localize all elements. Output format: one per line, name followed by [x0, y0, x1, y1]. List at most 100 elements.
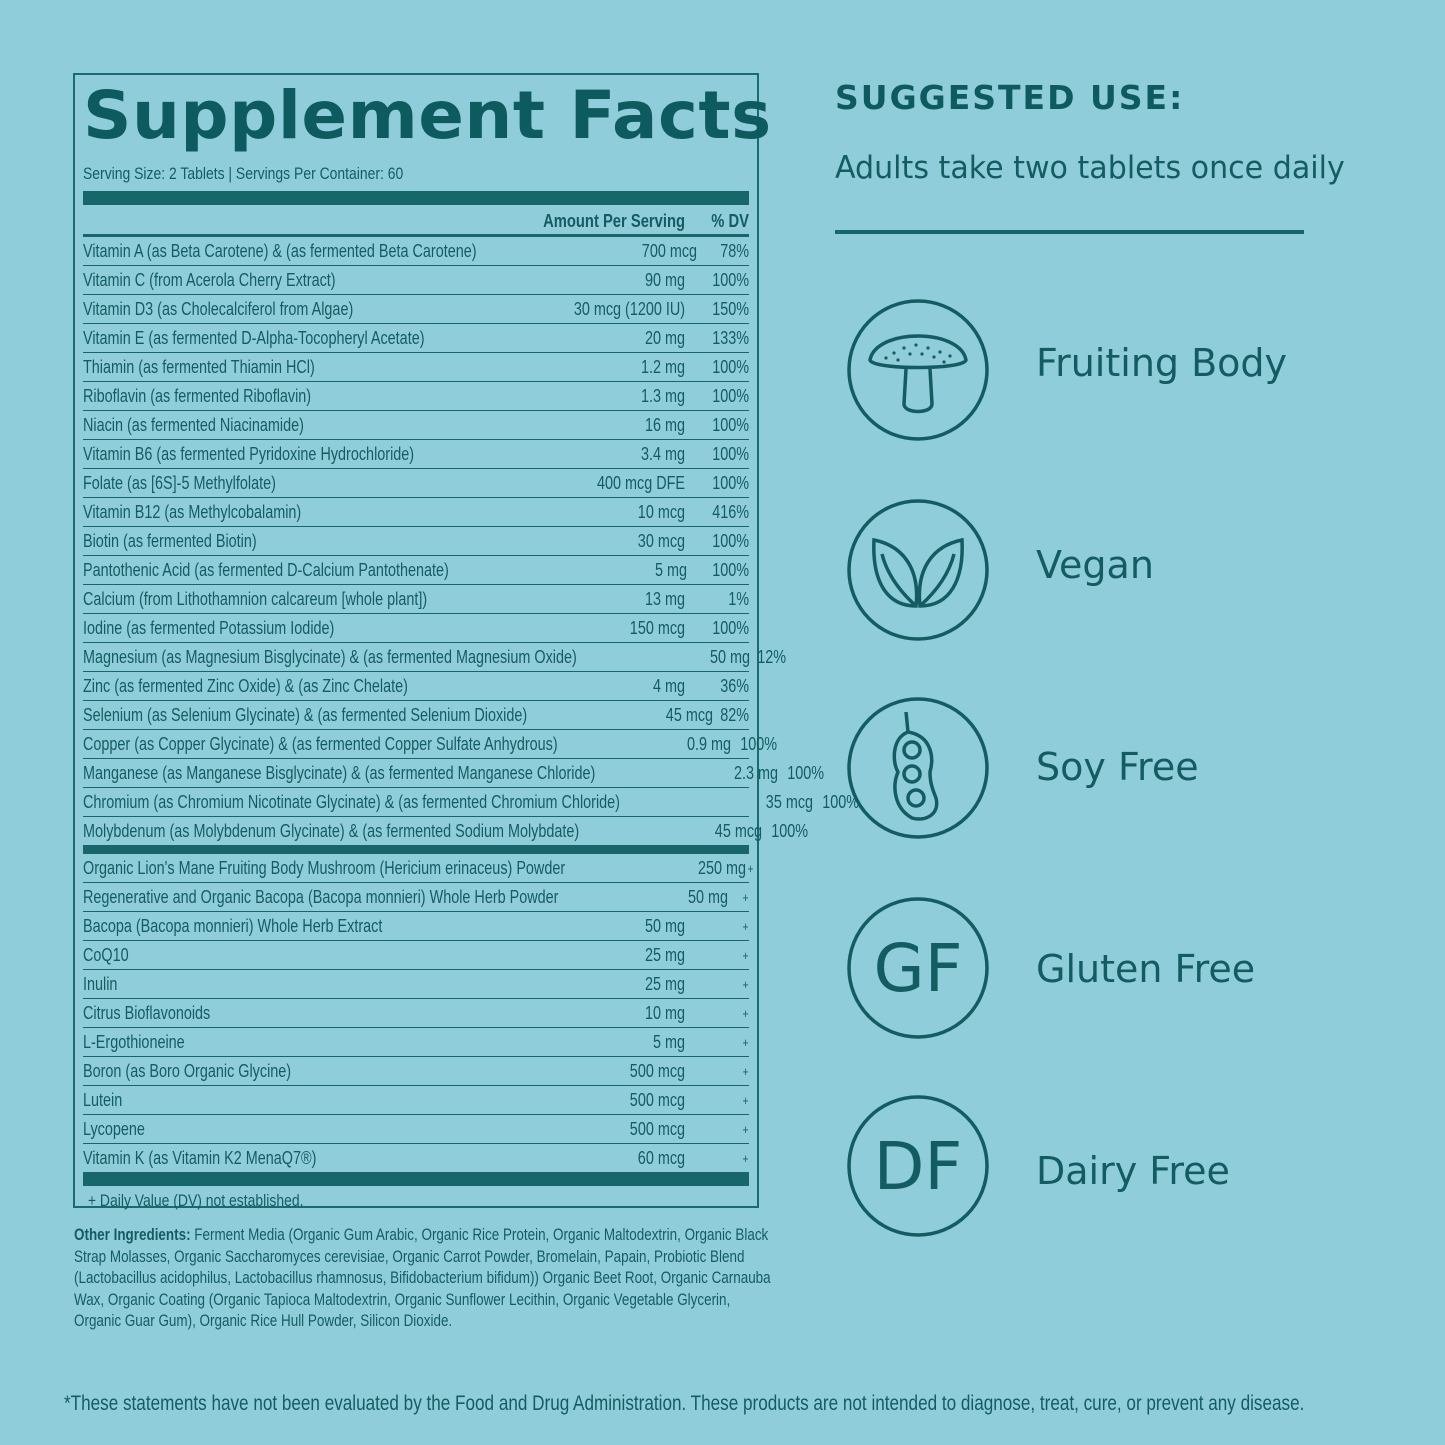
- nutrient-dv: 100%: [712, 415, 749, 435]
- serving-info: Serving Size: 2 Tablets | Servings Per C…: [83, 164, 404, 183]
- nutrient-name: Molybdenum (as Molybdenum Glycinate) & (…: [83, 821, 580, 841]
- nutrient-name: Lycopene: [83, 1119, 145, 1139]
- nutrient-dv: 100%: [712, 560, 749, 580]
- supplement-facts-panel: Supplement Facts Serving Size: 2 Tablets…: [73, 73, 859, 1210]
- df-glyph: DF: [874, 1128, 963, 1205]
- facts-row: Inulin 25 mg +: [83, 970, 749, 999]
- nutrient-dv: +: [742, 1093, 749, 1108]
- nutrient-name: Organic Lion's Mane Fruiting Body Mushro…: [83, 858, 566, 878]
- nutrient-name: Biotin (as fermented Biotin): [83, 531, 257, 551]
- nutrient-name: Copper (as Copper Glycinate) & (as ferme…: [83, 734, 558, 754]
- nutrient-name: Bacopa (Bacopa monnieri) Whole Herb Extr…: [83, 916, 383, 936]
- facts-row: Magnesium (as Magnesium Bisglycinate) & …: [83, 643, 786, 672]
- nutrient-amount: 2.3 mg: [734, 763, 779, 783]
- other-ingredients-label: Other Ingredients:: [74, 1226, 191, 1244]
- nutrient-amount: 10 mg: [644, 1003, 685, 1023]
- facts-row: Lycopene 500 mcg +: [83, 1115, 749, 1144]
- badge-label: Dairy Free: [1036, 1149, 1230, 1193]
- nutrient-name: Vitamin D3 (as Cholecalciferol from Alga…: [83, 299, 354, 319]
- nutrient-name: L-Ergothioneine: [83, 1032, 185, 1052]
- badge-label: Fruiting Body: [1036, 341, 1288, 385]
- facts-row: Regenerative and Organic Bacopa (Bacopa …: [83, 883, 749, 912]
- facts-row: Organic Lion's Mane Fruiting Body Mushro…: [83, 854, 753, 883]
- nutrient-dv: +: [742, 1151, 749, 1166]
- nutrient-dv: 100%: [771, 821, 809, 841]
- nutrient-amount: 500 mcg: [629, 1061, 685, 1081]
- nutrient-amount: 1.3 mg: [640, 386, 685, 406]
- facts-row: Vitamin B6 (as fermented Pyridoxine Hydr…: [83, 440, 749, 469]
- fda-disclaimer: *These statements have not been evaluate…: [64, 1392, 1305, 1415]
- nutrient-dv: 416%: [712, 502, 749, 522]
- nutrient-dv: +: [742, 1035, 749, 1050]
- nutrient-name: CoQ10: [83, 945, 129, 965]
- facts-row: Calcium (from Lithothamnion calcareum [w…: [83, 585, 749, 614]
- facts-row: Manganese (as Manganese Bisglycinate) & …: [83, 759, 824, 788]
- nutrient-amount: 20 mg: [644, 328, 685, 348]
- nutrient-name: Lutein: [83, 1090, 123, 1110]
- divider-bar: [83, 846, 749, 854]
- nutrient-amount: 700 mcg: [641, 241, 697, 261]
- nutrient-dv: 100%: [712, 270, 749, 290]
- facts-row: Bacopa (Bacopa monnieri) Whole Herb Extr…: [83, 912, 749, 941]
- nutrient-amount: 50 mg: [644, 916, 685, 936]
- nutrient-dv: +: [742, 890, 749, 905]
- nutrient-dv: 100%: [712, 473, 749, 493]
- facts-row: Thiamin (as fermented Thiamin HCl) 1.2 mg…: [83, 353, 749, 382]
- nutrient-amount: 50 mg: [710, 647, 751, 667]
- nutrient-amount: 400 mcg DFE: [596, 473, 685, 493]
- nutrient-amount: 4 mg: [652, 676, 685, 696]
- nutrient-dv: 78%: [720, 241, 749, 261]
- nutrient-amount: 250 mg: [697, 858, 746, 878]
- nutrient-dv: 100%: [822, 792, 860, 812]
- nutrient-dv: 36%: [720, 676, 749, 696]
- nutrient-dv: 150%: [712, 299, 749, 319]
- facts-row: Copper (as Copper Glycinate) & (as ferme…: [83, 730, 777, 759]
- gf-icon: GF: [846, 896, 990, 1040]
- nutrient-amount: 0.9 mg: [687, 734, 732, 754]
- dv-header: % DV: [711, 211, 749, 231]
- facts-row: Chromium (as Chromium Nicotinate Glycina…: [83, 788, 859, 817]
- nutrient-amount: 1.2 mg: [640, 357, 685, 377]
- nutrient-dv: 100%: [712, 531, 749, 551]
- facts-row: Vitamin K (as Vitamin K2 MenaQ7®) 60 mcg +: [83, 1144, 749, 1173]
- facts-row: Boron (as Boro Organic Glycine) 500 mcg +: [83, 1057, 749, 1086]
- nutrient-name: Vitamin E (as fermented D-Alpha-Tocopher…: [83, 328, 425, 348]
- nutrient-name: Inulin: [83, 974, 118, 994]
- nutrient-name: Calcium (from Lithothamnion calcareum [w…: [83, 589, 428, 609]
- nutrient-amount: 3.4 mg: [640, 444, 685, 464]
- nutrient-dv: 133%: [712, 328, 749, 348]
- nutrient-name: Niacin (as fermented Niacinamide): [83, 415, 304, 435]
- nutrient-dv: 100%: [712, 618, 749, 638]
- amount-header: Amount Per Serving: [543, 211, 685, 231]
- nutrient-amount: 45 mcg: [665, 705, 713, 725]
- nutrient-amount: 13 mg: [644, 589, 685, 609]
- nutrient-name: Iodine (as fermented Potassium Iodide): [83, 618, 335, 638]
- other-ingredients-text: Ferment Media (Organic Gum Arabic, Organ…: [74, 1226, 771, 1330]
- leaves-icon: [846, 498, 990, 642]
- facts-row: L-Ergothioneine 5 mg +: [83, 1028, 749, 1057]
- nutrient-name: Magnesium (as Magnesium Bisglycinate) & …: [83, 647, 577, 667]
- nutrient-amount: 5 mg: [654, 560, 687, 580]
- divider-bar: [83, 1173, 749, 1186]
- facts-row: Vitamin B12 (as Methylcobalamin) 10 mcg 41…: [83, 498, 749, 527]
- dv-footnote: + Daily Value (DV) not established.: [87, 1191, 304, 1210]
- nutrient-name: Zinc (as fermented Zinc Oxide) & (as Zin…: [83, 676, 408, 696]
- other-ingredients: Other Ingredients: Ferment Media (Organi…: [74, 1225, 775, 1333]
- mushroom-icon: [846, 298, 990, 442]
- nutrient-name: Thiamin (as fermented Thiamin HCl): [83, 357, 315, 377]
- nutrient-amount: 50 mg: [687, 887, 728, 907]
- divider-bar: [83, 191, 749, 205]
- facts-row: Molybdenum (as Molybdenum Glycinate) & (…: [83, 817, 808, 846]
- facts-row: Vitamin A (as Beta Carotene) & (as ferme…: [83, 237, 749, 266]
- nutrient-dv: +: [742, 1006, 749, 1021]
- nutrient-amount: 35 mcg: [766, 792, 814, 812]
- suggested-use-text: Adults take two tablets once daily: [835, 150, 1345, 186]
- nutrient-dv: +: [747, 861, 754, 876]
- nutrient-dv: 100%: [712, 444, 749, 464]
- nutrient-dv: +: [742, 948, 749, 963]
- nutrient-amount: 500 mcg: [629, 1119, 685, 1139]
- nutrient-amount: 60 mcg: [637, 1148, 685, 1168]
- nutrient-amount: 150 mcg: [629, 618, 685, 638]
- soybean-icon: [846, 696, 990, 840]
- nutrient-name: Manganese (as Manganese Bisglycinate) & …: [83, 763, 596, 783]
